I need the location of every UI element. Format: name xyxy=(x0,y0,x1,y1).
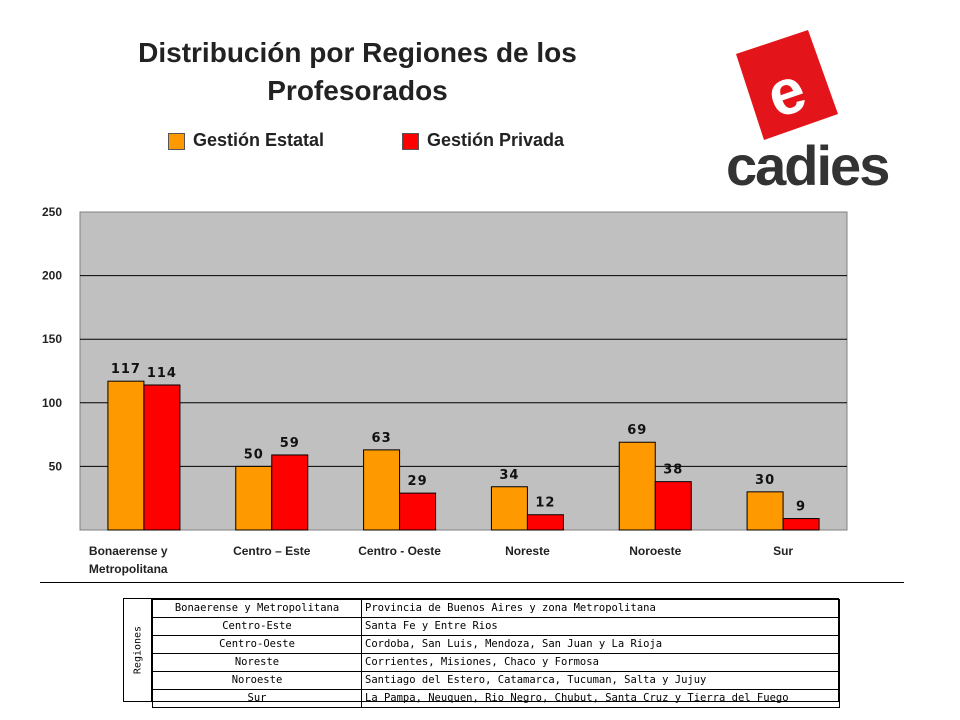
y-tick-label: 150 xyxy=(42,332,62,346)
data-label: 38 xyxy=(663,463,683,478)
legend-swatch-privada xyxy=(402,133,419,150)
y-tick-label: 100 xyxy=(42,396,62,410)
bar-chart: 50 100 150 200 250 117 114 Bonaerense y Metropol… xyxy=(42,205,848,576)
bar-estatal xyxy=(363,449,401,531)
regions-row-header-label: Regiones xyxy=(132,625,143,675)
region-cell: Bonaerense y Metropolitana xyxy=(152,599,362,618)
data-label: 63 xyxy=(372,431,392,446)
y-tick-label: 200 xyxy=(42,269,62,283)
bar-privada xyxy=(143,384,181,531)
data-label: 69 xyxy=(627,423,647,438)
provinces-cell: La Pampa, Neuquen, Rio Negro, Chubut, Sa… xyxy=(361,689,840,708)
y-tick-label: 250 xyxy=(42,205,62,219)
y-tick-label: 50 xyxy=(49,459,63,473)
x-tick-label: Noroeste xyxy=(629,544,681,558)
x-tick-label: Sur xyxy=(773,544,793,558)
data-label: 12 xyxy=(535,496,555,511)
region-cell: Noreste xyxy=(152,653,362,672)
bar-privada xyxy=(782,518,820,531)
region-cell: Centro-Oeste xyxy=(152,635,362,654)
region-cell: Centro-Este xyxy=(152,617,362,636)
region-cell: Noroeste xyxy=(152,671,362,690)
data-label: 117 xyxy=(111,362,141,377)
x-tick-label: Centro – Este xyxy=(233,544,311,558)
region-cell: Sur xyxy=(152,689,362,708)
legend-label-estatal: Gestión Estatal xyxy=(193,130,325,150)
regions-table: Regiones Bonaerense y Metropolitana Provi… xyxy=(123,598,840,708)
legend-label-privada: Gestión Privada xyxy=(427,130,565,150)
regions-grid: Bonaerense y Metropolitana Provincia de B… xyxy=(152,599,840,708)
chart-title: Distribución por Regiones de los Profeso… xyxy=(138,37,577,106)
data-label: 50 xyxy=(244,447,264,462)
bar-estatal xyxy=(235,465,273,531)
bar-privada xyxy=(399,492,437,531)
legend-swatch-estatal xyxy=(168,133,185,150)
provinces-cell: Corrientes, Misiones, Chaco y Formosa xyxy=(361,653,840,672)
data-label: 34 xyxy=(499,468,519,483)
bar-estatal xyxy=(618,441,656,531)
regions-row-header: Regiones xyxy=(124,599,152,701)
provinces-cell: Provincia de Buenos Aires y zona Metropo… xyxy=(361,599,840,618)
table-row: Sur La Pampa, Neuquen, Rio Negro, Chubut,… xyxy=(152,689,840,708)
data-label: 30 xyxy=(755,473,775,488)
logo-wordmark: cadies xyxy=(726,134,888,197)
x-tick-label: Noreste xyxy=(505,544,550,558)
table-row: Bonaerense y Metropolitana Provincia de B… xyxy=(152,599,840,618)
provinces-cell: Santiago del Estero, Catamarca, Tucuman,… xyxy=(361,671,840,690)
table-row: Centro-Este Santa Fe y Entre Rios xyxy=(152,617,840,636)
table-row: Centro-Oeste Cordoba, San Luis, Mendoza, … xyxy=(152,635,840,654)
provinces-cell: Santa Fe y Entre Rios xyxy=(361,617,840,636)
cadies-logo: e cadies xyxy=(720,28,920,198)
data-label: 59 xyxy=(280,436,300,451)
logo-red-square xyxy=(736,30,838,140)
bar-privada xyxy=(526,514,564,531)
data-label: 9 xyxy=(796,500,806,515)
separator-line xyxy=(40,582,904,583)
bar-privada xyxy=(271,454,309,531)
plot-area xyxy=(79,211,848,531)
table-row: Noreste Corrientes, Misiones, Chaco y For… xyxy=(152,653,840,672)
data-label: 114 xyxy=(147,366,177,381)
data-label: 29 xyxy=(408,474,428,489)
x-tick-label: Bonaerense y Metropolitana xyxy=(89,544,168,576)
bar-estatal xyxy=(107,380,145,531)
bar-estatal xyxy=(490,486,528,531)
bar-estatal xyxy=(746,491,784,531)
table-row: Noroeste Santiago del Estero, Catamarca, … xyxy=(152,671,840,690)
bar-privada xyxy=(654,481,692,531)
x-tick-label: Centro - Oeste xyxy=(358,544,441,558)
provinces-cell: Cordoba, San Luis, Mendoza, San Juan y L… xyxy=(361,635,840,654)
